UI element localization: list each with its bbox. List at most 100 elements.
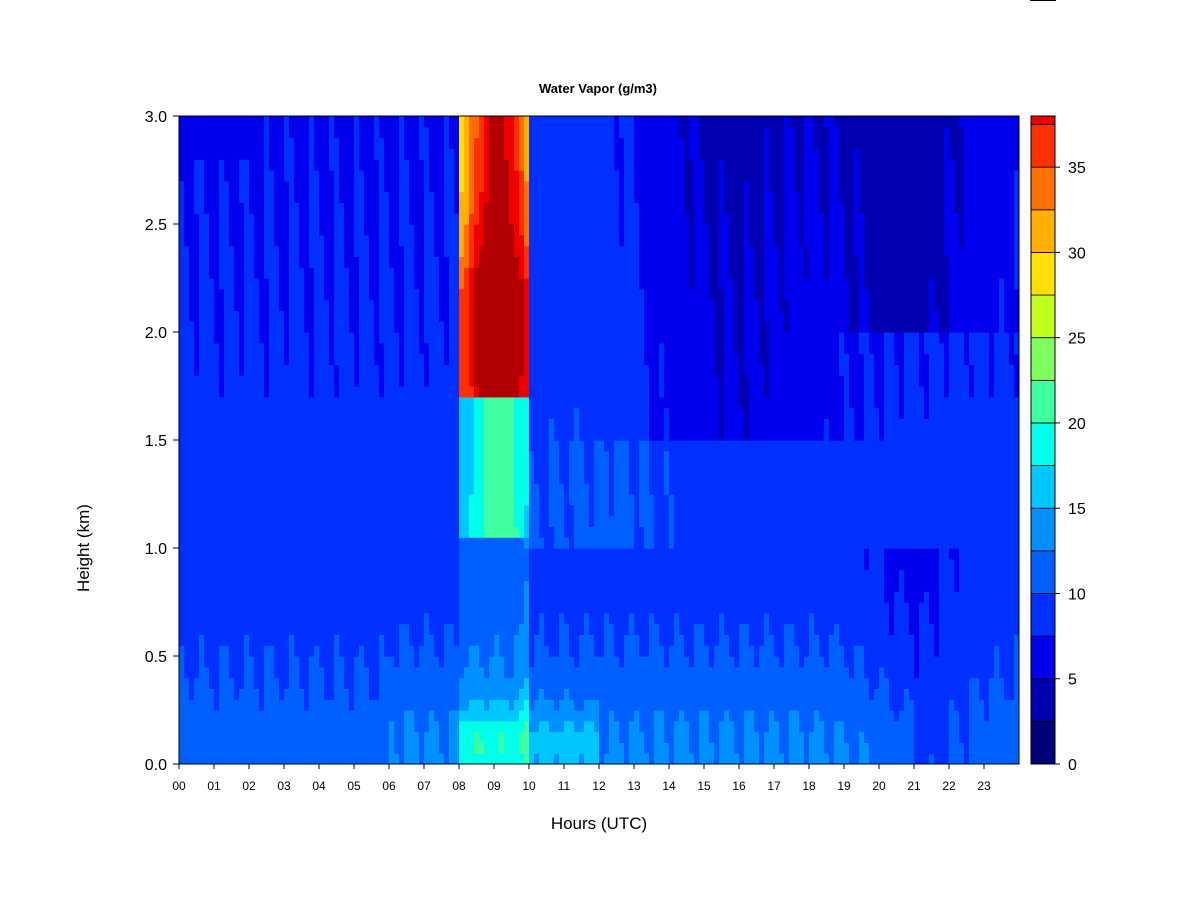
heatmap-cell (419, 256, 425, 268)
heatmap-cell (209, 213, 215, 225)
heatmap-cell (329, 288, 335, 301)
heatmap-cell (414, 202, 420, 214)
heatmap-cell (184, 645, 190, 657)
heatmap-cell (319, 450, 325, 463)
heatmap-cell (349, 224, 355, 236)
heatmap-cell (534, 375, 540, 387)
heatmap-cell (314, 278, 320, 290)
heatmap-cell (239, 504, 245, 517)
heatmap-cell (444, 645, 450, 657)
heatmap-cell (569, 634, 575, 646)
heatmap-cell (339, 472, 345, 484)
heatmap-cell (264, 623, 270, 635)
heatmap-cell (324, 731, 330, 743)
heatmap-cell (389, 440, 395, 452)
heatmap-cell (219, 137, 225, 149)
heatmap-cell (344, 461, 350, 473)
heatmap-cell (314, 461, 320, 473)
heatmap-cell (294, 699, 300, 711)
heatmap-cell (369, 548, 375, 560)
heatmap-cell (354, 288, 360, 301)
heatmap-cell (454, 148, 460, 160)
heatmap-cell (549, 116, 555, 128)
heatmap-cell (329, 710, 335, 722)
heatmap-cell (324, 224, 330, 236)
heatmap-cell (304, 137, 310, 149)
heatmap-cell (244, 375, 250, 387)
heatmap-cell (504, 526, 510, 538)
heatmap-cell (214, 137, 220, 149)
heatmap-cell (559, 656, 565, 668)
heatmap-cell (189, 472, 195, 484)
heatmap-cell (269, 191, 275, 203)
heatmap-cell (584, 602, 590, 614)
heatmap-cell (374, 213, 380, 225)
heatmap-cell (394, 256, 400, 268)
heatmap-cell (549, 731, 555, 743)
heatmap-cell (324, 504, 330, 517)
heatmap-cell (244, 353, 250, 365)
heatmap-cell (539, 342, 545, 355)
heatmap-cell (574, 213, 580, 225)
heatmap-cell (364, 688, 370, 700)
heatmap-cell (314, 321, 320, 333)
heatmap-cell (434, 116, 440, 128)
heatmap-cell (444, 515, 450, 527)
heatmap-cell (334, 159, 340, 171)
heatmap-cell (184, 418, 190, 430)
heatmap-cell (229, 569, 235, 581)
heatmap-cell (314, 159, 320, 171)
heatmap-cell (204, 256, 210, 268)
heatmap-cell (264, 267, 270, 279)
heatmap-cell (209, 364, 215, 376)
heatmap-cell (319, 645, 325, 657)
heatmap-cell (429, 180, 435, 193)
heatmap-cell (219, 386, 225, 398)
heatmap-cell (359, 645, 365, 657)
heatmap-cell (359, 213, 365, 225)
heatmap-cell (189, 288, 195, 301)
heatmap-cell (284, 299, 290, 311)
heatmap-cell (524, 299, 530, 311)
heatmap-cell (579, 126, 585, 139)
heatmap-cell (314, 569, 320, 581)
heatmap-cell (589, 720, 595, 733)
heatmap-cell (469, 126, 475, 139)
heatmap-cell (499, 213, 505, 225)
heatmap-cell (439, 364, 445, 376)
heatmap-cell (474, 450, 480, 463)
heatmap-cell (244, 472, 250, 484)
heatmap-cell (524, 440, 530, 452)
heatmap-cell (504, 591, 510, 603)
heatmap-cell (549, 515, 555, 527)
heatmap-cell (289, 116, 295, 128)
heatmap-cell (539, 753, 545, 764)
heatmap-cell (404, 472, 410, 484)
heatmap-cell (349, 645, 355, 657)
heatmap-cell (594, 591, 600, 603)
heatmap-cell (284, 602, 290, 614)
heatmap-cell (584, 234, 590, 247)
heatmap-cell (359, 612, 365, 625)
heatmap-cell (499, 548, 505, 560)
heatmap-cell (399, 731, 405, 743)
heatmap-cell (549, 699, 555, 711)
heatmap-cell (404, 288, 410, 301)
heatmap-cell (389, 515, 395, 527)
heatmap-cell (374, 623, 380, 635)
heatmap-cell (234, 537, 240, 549)
heatmap-cell (554, 321, 560, 333)
heatmap-cell (409, 753, 415, 764)
heatmap-cell (204, 569, 210, 581)
heatmap-cell (179, 526, 185, 538)
heatmap-cell (304, 526, 310, 538)
heatmap-cell (494, 191, 500, 203)
heatmap-cell (234, 515, 240, 527)
heatmap-cell (209, 375, 215, 387)
heatmap-cell (419, 580, 425, 592)
heatmap-cell (359, 299, 365, 311)
heatmap-cell (279, 591, 285, 603)
heatmap-cell (314, 504, 320, 517)
heatmap-cell (404, 461, 410, 473)
heatmap-cell (584, 148, 590, 160)
